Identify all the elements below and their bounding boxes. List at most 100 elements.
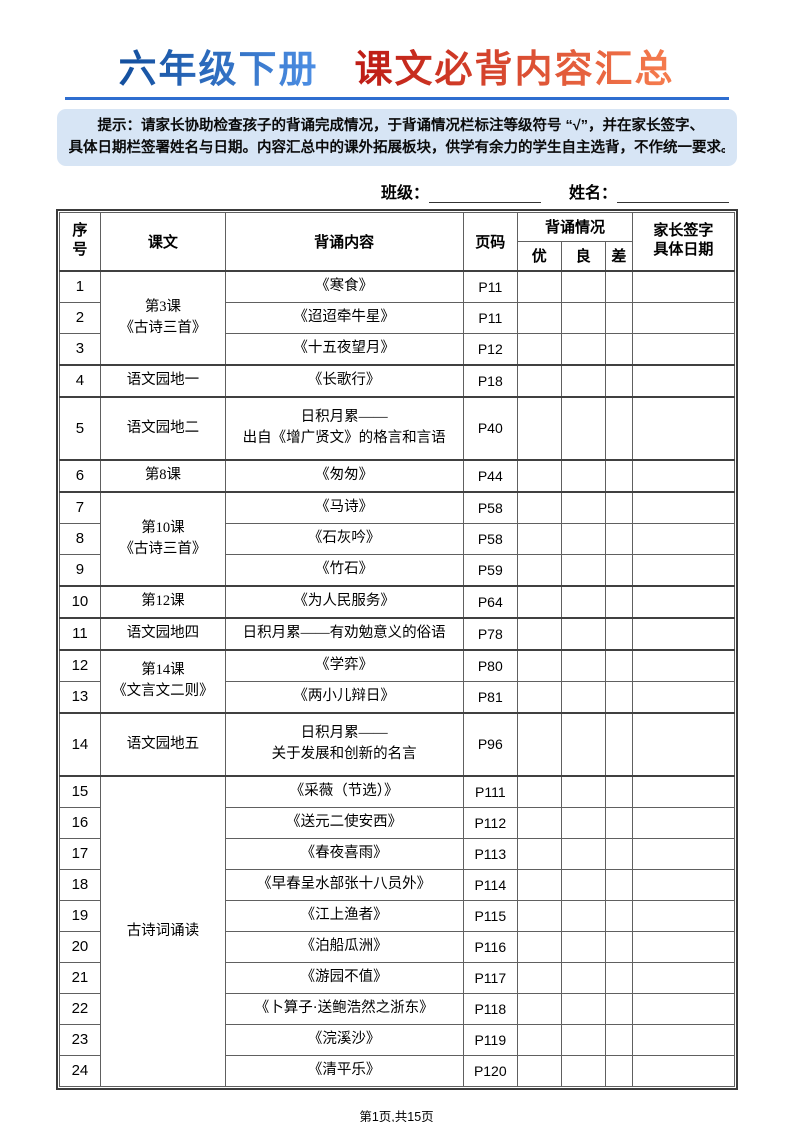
row-number-cell: 22 bbox=[58, 992, 102, 1025]
table-row: 7 第10课 《古诗三首》 《马诗》 P58 bbox=[58, 490, 735, 587]
grade-cell bbox=[516, 868, 562, 901]
signature-cell bbox=[632, 616, 735, 651]
signature-cell bbox=[632, 301, 735, 334]
grade-cell bbox=[560, 363, 606, 398]
content-cell: 《长歌行》 bbox=[224, 363, 464, 398]
grade-cell bbox=[516, 774, 562, 808]
recitation-table: 序 号 课文 背诵内容 页码 背诵情况 家长签字 具体日期 优 良 差 1 第3… bbox=[55, 208, 738, 1090]
row-number-cell: 7 bbox=[58, 490, 102, 524]
page-cell: P11 bbox=[462, 269, 518, 303]
signature-cell bbox=[632, 269, 735, 303]
content-cell: 《为人民服务》 bbox=[224, 584, 464, 619]
grade-cell bbox=[604, 711, 634, 777]
grade-cell bbox=[604, 363, 634, 398]
page-cell: P11 bbox=[462, 301, 518, 334]
content-cell: 日积月累——有劝勉意义的俗语 bbox=[224, 616, 464, 651]
signature-cell bbox=[632, 363, 735, 398]
lesson-cell: 第12课 bbox=[100, 584, 226, 619]
content-cell: 《马诗》 bbox=[224, 490, 464, 524]
grade-cell bbox=[516, 363, 562, 398]
table-row: 19 《江上渔者》 P115 bbox=[58, 899, 735, 932]
grade-cell bbox=[560, 648, 606, 682]
grade-cell bbox=[516, 837, 562, 870]
grade-cell bbox=[604, 458, 634, 493]
lesson-cell: 语文园地二 bbox=[100, 395, 226, 461]
table-row: 4 语文园地一 《长歌行》 P18 bbox=[58, 363, 735, 398]
grade-cell bbox=[604, 1023, 634, 1056]
signature-cell bbox=[632, 522, 735, 555]
grade-cell bbox=[560, 553, 606, 587]
signature-cell bbox=[632, 992, 735, 1025]
page-cell: P120 bbox=[462, 1054, 518, 1087]
row-number-cell: 20 bbox=[58, 930, 102, 963]
grade-cell bbox=[604, 301, 634, 334]
row-number-cell: 16 bbox=[58, 806, 102, 839]
table-row: 9 《竹石》 P59 bbox=[58, 553, 735, 587]
grade-cell bbox=[516, 899, 562, 932]
grade-cell bbox=[560, 395, 606, 461]
grade-cell bbox=[604, 680, 634, 714]
table-row: 22 《卜算子·送鲍浩然之浙东》 P118 bbox=[58, 992, 735, 1025]
lesson-cell: 第3课 《古诗三首》 bbox=[100, 269, 226, 366]
content-cell: 《十五夜望月》 bbox=[224, 332, 464, 366]
table-row: 2 《迢迢牵牛星》 P11 bbox=[58, 301, 735, 334]
table-row: 3 《十五夜望月》 P12 bbox=[58, 332, 735, 366]
grade-cell bbox=[516, 961, 562, 994]
table-row: 13 《两小儿辩日》 P81 bbox=[58, 680, 735, 714]
notice-line-2: 具体日期栏签署姓名与日期。内容汇总中的课外拓展板块，供学有余力的学生自主选背，不… bbox=[68, 140, 725, 157]
row-number-cell: 10 bbox=[58, 584, 102, 619]
grade-cell bbox=[560, 930, 606, 963]
notice-line-1: 提示：请家长协助检查孩子的背诵完成情况，于背诵情况栏标注等级符号 “√”，并在家… bbox=[97, 117, 704, 134]
grade-cell bbox=[516, 711, 562, 777]
grade-cell bbox=[516, 332, 562, 366]
page-cell: P58 bbox=[462, 522, 518, 555]
row-number-cell: 1 bbox=[58, 269, 102, 303]
grade-cell bbox=[560, 490, 606, 524]
header-no: 序 号 bbox=[58, 211, 102, 272]
grade-cell bbox=[516, 301, 562, 334]
header-grade-excellent: 优 bbox=[516, 240, 562, 272]
content-cell: 《泊船瓜洲》 bbox=[224, 930, 464, 963]
grade-cell bbox=[604, 395, 634, 461]
header-sign: 家长签字 具体日期 bbox=[632, 211, 735, 272]
grade-cell bbox=[560, 332, 606, 366]
content-cell: 日积月累—— 出自《增广贤文》的格言和言语 bbox=[224, 395, 464, 461]
signature-cell bbox=[632, 899, 735, 932]
grade-cell bbox=[516, 522, 562, 555]
content-cell: 《迢迢牵牛星》 bbox=[224, 301, 464, 334]
signature-cell bbox=[632, 930, 735, 963]
grade-cell bbox=[604, 930, 634, 963]
content-cell: 《浣溪沙》 bbox=[224, 1023, 464, 1056]
notice-box: 提示：请家长协助检查孩子的背诵完成情况，于背诵情况栏标注等级符号 “√”，并在家… bbox=[56, 108, 737, 166]
row-number-cell: 6 bbox=[58, 458, 102, 493]
content-cell: 《匆匆》 bbox=[224, 458, 464, 493]
content-cell: 《送元二使安西》 bbox=[224, 806, 464, 839]
content-cell: 《卜算子·送鲍浩然之浙东》 bbox=[224, 992, 464, 1025]
grade-cell bbox=[604, 490, 634, 524]
row-number-cell: 9 bbox=[58, 553, 102, 587]
row-number-cell: 2 bbox=[58, 301, 102, 334]
grade-cell bbox=[604, 992, 634, 1025]
grade-cell bbox=[560, 680, 606, 714]
content-cell: 《寒食》 bbox=[224, 269, 464, 303]
page-cell: P80 bbox=[462, 648, 518, 682]
page-cell: P58 bbox=[462, 490, 518, 524]
signature-cell bbox=[632, 1054, 735, 1087]
signature-cell bbox=[632, 774, 735, 808]
grade-cell bbox=[604, 616, 634, 651]
table-row: 1 第3课 《古诗三首》 《寒食》 P11 bbox=[58, 269, 735, 366]
grade-cell bbox=[560, 837, 606, 870]
row-number-cell: 3 bbox=[58, 332, 102, 366]
table-row: 5 语文园地二 日积月累—— 出自《增广贤文》的格言和言语 P40 bbox=[58, 395, 735, 461]
grade-cell bbox=[604, 1054, 634, 1087]
lesson-cell: 第14课 《文言文二则》 bbox=[100, 648, 226, 714]
grade-cell bbox=[560, 868, 606, 901]
table-row: 14 语文园地五 日积月累—— 关于发展和创新的名言 P96 bbox=[58, 711, 735, 777]
class-blank-line bbox=[428, 183, 541, 203]
grade-cell bbox=[604, 522, 634, 555]
content-cell: 《清平乐》 bbox=[224, 1054, 464, 1087]
table-row: 23 《浣溪沙》 P119 bbox=[58, 1023, 735, 1056]
grade-cell bbox=[560, 711, 606, 777]
grade-cell bbox=[604, 584, 634, 619]
